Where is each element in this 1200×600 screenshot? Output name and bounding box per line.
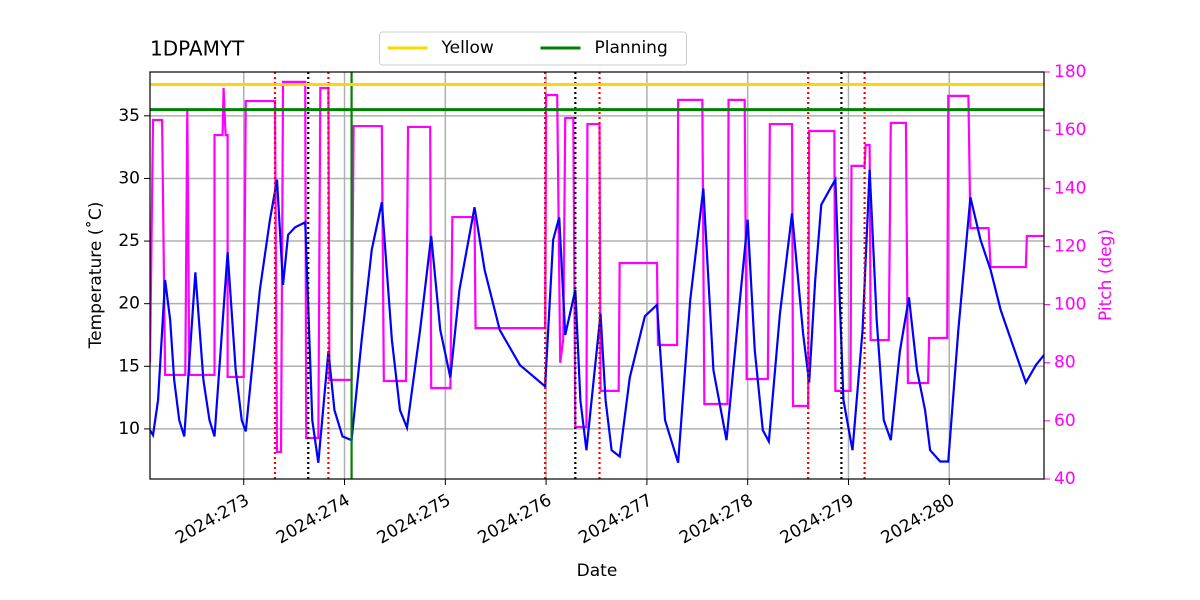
y-tick-label: 20 [118,294,140,314]
x-tick-label: 2024:276 [475,490,556,548]
y2-tick-label: 40 [1054,469,1076,489]
data-line [150,169,1044,464]
x-tick-label: 2024:274 [273,490,354,548]
chart-title: 1DPAMYT [150,37,245,61]
x-tick-label: 2024:280 [878,490,959,548]
legend-label: Yellow [441,38,494,58]
y-tick-label: 35 [118,106,140,126]
y2-tick-label: 140 [1054,178,1086,198]
x-tick-label: 2024:275 [374,490,455,548]
x-tick-label: 2024:273 [172,490,253,548]
x-tick-label: 2024:279 [777,490,858,548]
y2-tick-label: 100 [1054,295,1086,315]
data-line [150,80,1044,454]
y-tick-label: 30 [118,168,140,188]
y2-tick-label: 120 [1054,236,1086,256]
y2-tick-label: 180 [1054,62,1086,82]
y2-tick-label: 80 [1054,353,1076,373]
y2-tick-label: 160 [1054,120,1086,140]
y-axis-label: Temperature (˚C) [85,202,106,350]
x-axis-label: Date [577,561,618,581]
y-tick-label: 10 [118,419,140,439]
x-tick-label: 2024:278 [676,490,757,548]
y2-axis-label: Pitch (deg) [1096,229,1116,321]
y2-tick-label: 60 [1054,411,1076,431]
x-tick-label: 2024:277 [575,490,656,548]
y-tick-label: 25 [118,231,140,251]
plot-frame [149,71,1045,480]
y-tick-label: 15 [118,356,140,376]
legend-label: Planning [595,38,668,58]
legend-box [379,31,687,66]
